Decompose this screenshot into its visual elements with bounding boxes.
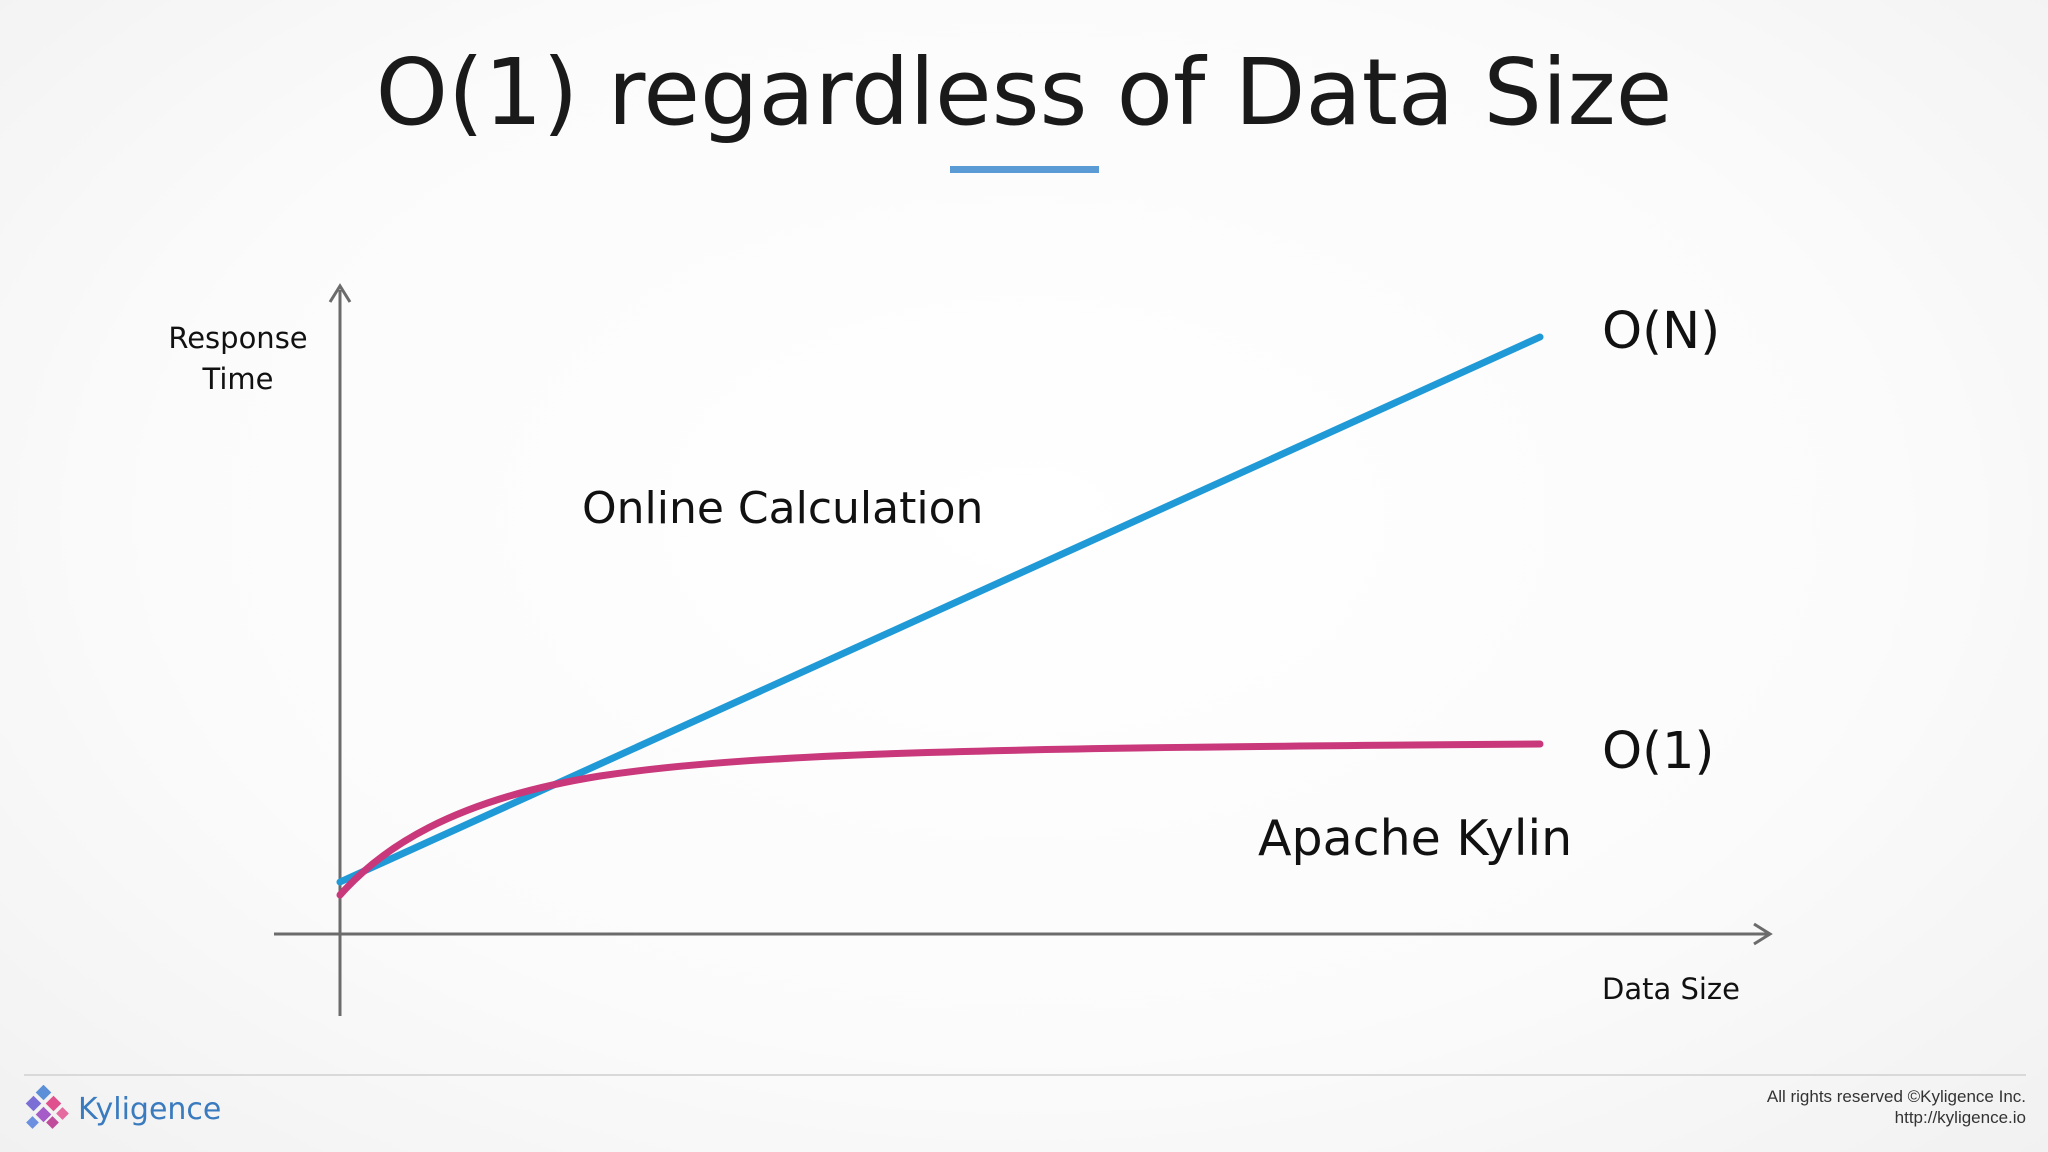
footer-divider: [24, 1074, 2026, 1076]
y-axis-label-line2: Time: [202, 362, 274, 396]
brand: Kyligence: [22, 1084, 221, 1134]
y-axis-arrow-icon: [328, 283, 352, 303]
online-calculation-label: Online Calculation: [582, 483, 983, 534]
on-label: O(N): [1602, 302, 1720, 361]
kyligence-diamond-logo-icon: [25, 1085, 69, 1129]
apache-kylin-label: Apache Kylin: [1258, 810, 1572, 867]
slide-title: O(1) regardless of Data Size: [375, 39, 1673, 146]
copyright-line: All rights reserved ©Kyligence Inc.: [1766, 1087, 2026, 1106]
on-curve: [336, 333, 1544, 886]
y-axis-label-line1: Response: [168, 321, 307, 355]
o1-label: O(1): [1602, 722, 1714, 781]
o1-curve: [336, 740, 1544, 899]
x-axis-arrow-icon: [1753, 922, 1773, 946]
website-url: http://kyligence.io: [1894, 1108, 2026, 1127]
title-underline: [950, 166, 1099, 173]
brand-name: Kyligence: [78, 1091, 222, 1127]
x-axis-label: Data Size: [1602, 972, 1740, 1006]
copyright: All rights reserved ©Kyligence Inc. http…: [1767, 1086, 2026, 1128]
